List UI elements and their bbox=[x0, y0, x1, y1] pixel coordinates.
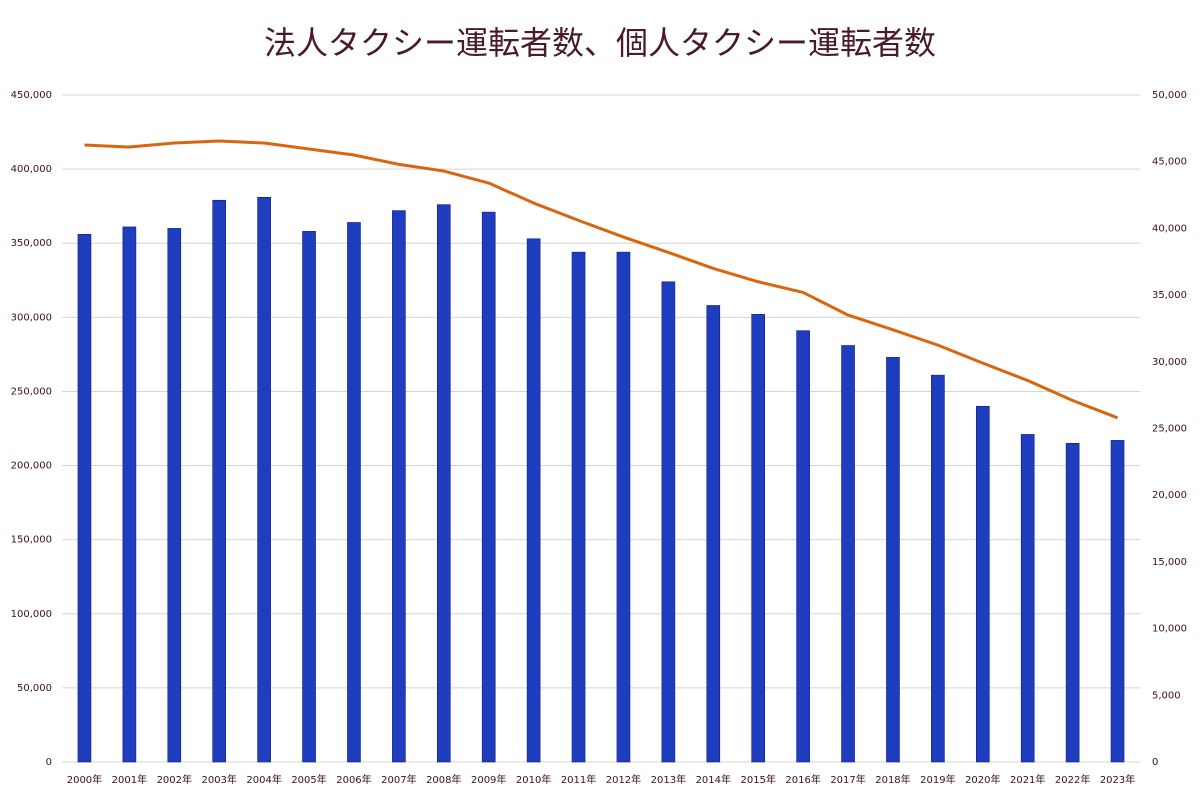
y2-tick-label: 5,000 bbox=[1152, 690, 1181, 701]
bar bbox=[796, 330, 810, 763]
bar bbox=[1020, 434, 1035, 763]
y-tick-label: 350,000 bbox=[11, 238, 52, 249]
x-tick-label: 2006年 bbox=[336, 773, 371, 786]
bar bbox=[661, 281, 676, 763]
x-tick-label: 2016年 bbox=[785, 773, 820, 786]
y-tick-label: 50,000 bbox=[17, 683, 52, 694]
y2-tick-label: 30,000 bbox=[1152, 357, 1187, 368]
x-tick-label: 2005年 bbox=[291, 773, 326, 786]
bar bbox=[751, 314, 766, 763]
y-tick-label: 250,000 bbox=[11, 386, 52, 397]
bar bbox=[347, 222, 361, 763]
x-tick-label: 2023年 bbox=[1100, 773, 1135, 786]
x-tick-label: 2015年 bbox=[740, 773, 775, 786]
line bbox=[84, 139, 1119, 420]
x-tick-label: 2017年 bbox=[830, 773, 865, 786]
bar bbox=[1065, 443, 1080, 763]
x-tick-label: 2018年 bbox=[875, 773, 910, 786]
x-tick-label: 2012年 bbox=[606, 773, 641, 786]
y-tick-label: 450,000 bbox=[11, 90, 52, 101]
x-tick-label: 2007年 bbox=[381, 773, 416, 786]
bar bbox=[167, 228, 182, 763]
y-tick-label: 400,000 bbox=[11, 164, 52, 175]
x-tick-label: 2020年 bbox=[965, 773, 1000, 786]
x-tick-label: 2000年 bbox=[67, 773, 102, 786]
y2-tick-label: 15,000 bbox=[1152, 557, 1187, 568]
x-tick-label: 2013年 bbox=[651, 773, 686, 786]
bar bbox=[481, 211, 496, 763]
bar bbox=[571, 251, 586, 763]
bar bbox=[392, 210, 406, 763]
bar bbox=[931, 374, 945, 763]
bar bbox=[1110, 440, 1125, 763]
y2-tick-label: 10,000 bbox=[1152, 624, 1187, 635]
bar bbox=[436, 204, 451, 763]
y2-tick-label: 45,000 bbox=[1152, 157, 1187, 168]
bar bbox=[616, 251, 631, 763]
x-tick-label: 2011年 bbox=[561, 773, 596, 786]
bar bbox=[706, 305, 721, 763]
x-tick-label: 2001年 bbox=[112, 773, 147, 786]
bar bbox=[975, 405, 990, 763]
x-tick-label: 2002年 bbox=[157, 773, 192, 786]
bar bbox=[886, 357, 900, 763]
y-tick-label: 150,000 bbox=[11, 535, 52, 546]
chart-title: 法人タクシー運転者数、個人タクシー運転者数 bbox=[264, 24, 936, 62]
y-tick-label: 200,000 bbox=[11, 461, 52, 472]
bar bbox=[77, 234, 92, 763]
x-tick-label: 2009年 bbox=[471, 773, 506, 786]
x-tick-label: 2004年 bbox=[246, 773, 281, 786]
y-tick-label: 100,000 bbox=[11, 609, 52, 620]
bar bbox=[841, 345, 855, 763]
bar bbox=[122, 226, 137, 763]
bar bbox=[257, 196, 271, 763]
bar bbox=[212, 199, 227, 763]
y2-tick-label: 20,000 bbox=[1152, 490, 1187, 501]
x-tick-label: 2003年 bbox=[201, 773, 236, 786]
y2-tick-label: 35,000 bbox=[1152, 290, 1187, 301]
x-tick-label: 2021年 bbox=[1010, 773, 1045, 786]
y2-tick-label: 40,000 bbox=[1152, 223, 1187, 234]
y2-tick-label: 25,000 bbox=[1152, 424, 1187, 435]
x-tick-label: 2008年 bbox=[426, 773, 461, 786]
x-tick-label: 2010年 bbox=[516, 773, 551, 786]
bar bbox=[302, 231, 316, 763]
x-tick-label: 2022年 bbox=[1055, 773, 1090, 786]
x-tick-label: 2014年 bbox=[696, 773, 731, 786]
bar bbox=[526, 238, 541, 763]
x-tick-label: 2019年 bbox=[920, 773, 955, 786]
y2-tick-label: 50,000 bbox=[1152, 90, 1187, 101]
y2-tick-label: 0 bbox=[1152, 757, 1158, 768]
y-tick-label: 0 bbox=[46, 757, 52, 768]
y-tick-label: 300,000 bbox=[11, 312, 52, 323]
